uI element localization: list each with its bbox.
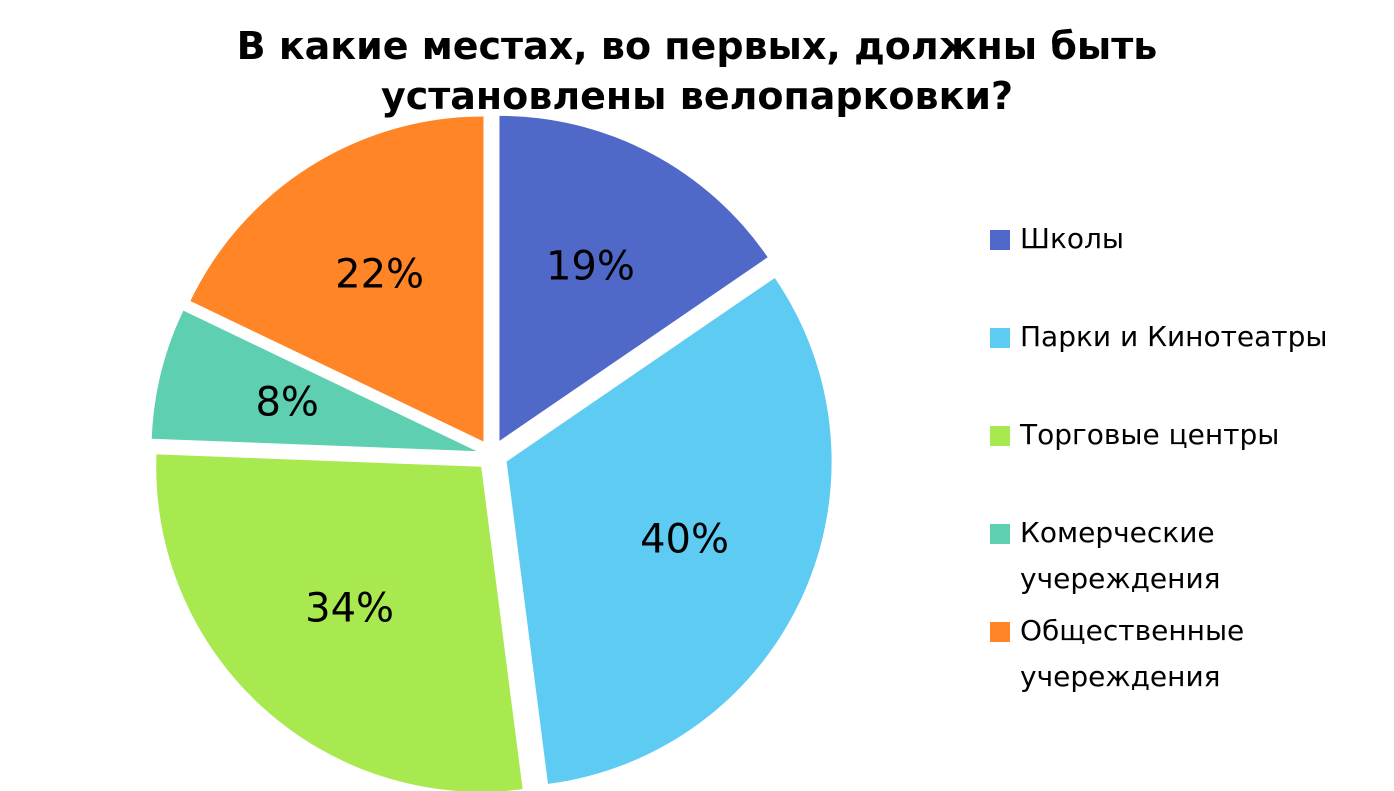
pie-slice — [190, 116, 484, 442]
legend-label: Комерческие учереждения — [1020, 516, 1221, 595]
data-label: 22% — [335, 251, 424, 297]
legend-swatch — [990, 426, 1010, 446]
legend-label: Школы — [1020, 222, 1124, 255]
data-label: 34% — [305, 586, 394, 632]
legend-label: Торговые центры — [1019, 418, 1279, 451]
pie-slice — [151, 310, 477, 452]
legend-swatch — [990, 524, 1010, 544]
data-label: 19% — [546, 243, 635, 289]
legend-swatch — [990, 622, 1010, 642]
legend-swatch — [990, 230, 1010, 250]
legend-swatch — [990, 328, 1010, 348]
pie-slice — [506, 277, 832, 784]
pie-slice — [156, 454, 523, 791]
chart-title: В какие местах, во первых, должны быть ус… — [237, 24, 1158, 118]
pie-slice — [499, 115, 768, 441]
data-label: 40% — [640, 516, 729, 562]
legend-label: Общественные учереждения — [1020, 614, 1244, 693]
data-label: 8% — [255, 379, 318, 425]
legend-label: Парки и Кинотеатры — [1020, 320, 1328, 353]
